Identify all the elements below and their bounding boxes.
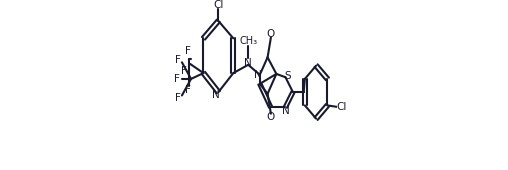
Text: Cl: Cl: [336, 102, 346, 112]
Text: O: O: [267, 29, 275, 39]
Text: F: F: [181, 66, 186, 76]
Text: N: N: [211, 90, 219, 100]
Text: N: N: [255, 70, 262, 80]
Text: S: S: [284, 71, 291, 81]
Text: F: F: [174, 74, 180, 84]
Text: CH₃: CH₃: [239, 36, 257, 46]
Text: N: N: [244, 58, 252, 68]
Text: F: F: [185, 46, 190, 56]
Text: F: F: [185, 86, 190, 96]
Text: O: O: [267, 112, 275, 122]
Text: F: F: [175, 55, 181, 65]
Text: F: F: [175, 93, 181, 103]
Text: Cl: Cl: [213, 0, 224, 10]
Text: N: N: [281, 106, 290, 116]
